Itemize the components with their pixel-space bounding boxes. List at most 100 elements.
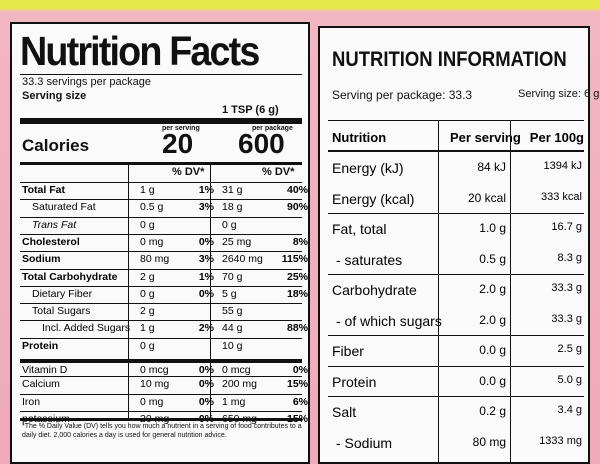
daily-value: 0% bbox=[198, 395, 214, 408]
per-serving: 20 kcal bbox=[467, 190, 506, 205]
nutrient-name: Salt bbox=[332, 404, 357, 420]
per-100g: 1394 kJ bbox=[543, 160, 582, 172]
nutrient-name: Vitamin D bbox=[22, 364, 68, 376]
amount: 0.5 g bbox=[140, 201, 164, 214]
nutrient-name: Incl. Added Sugars bbox=[42, 322, 131, 335]
nutrition-row: Protein 0.0 g 5.0 g bbox=[328, 368, 584, 396]
nutrition-row: - Sodium 80 mg 1333 mg bbox=[328, 429, 584, 457]
rule bbox=[328, 120, 584, 121]
nutrient-row: Trans Fat 0 g 0 g bbox=[20, 216, 302, 234]
rule bbox=[20, 162, 302, 165]
amount: 0 g bbox=[140, 218, 155, 231]
per-serving: 0.0 g bbox=[479, 343, 506, 357]
nutrient-name: Iron bbox=[22, 395, 41, 408]
column-rule bbox=[210, 165, 211, 418]
amount: 2 g bbox=[140, 270, 155, 283]
amount: 0 mcg bbox=[222, 364, 251, 376]
serving-size-label: Serving size bbox=[22, 90, 87, 102]
per-serving: 1.0 g bbox=[479, 221, 506, 235]
amount: 1 g bbox=[140, 184, 155, 196]
amount: 44 g bbox=[222, 322, 243, 335]
daily-value: 1% bbox=[198, 270, 214, 283]
rule bbox=[20, 74, 302, 75]
amount: 200 mg bbox=[222, 378, 258, 391]
title: NUTRITION INFORMATION bbox=[332, 48, 567, 71]
per-serving: 80 mg bbox=[472, 434, 506, 449]
nutrient-row: Total Carbohydrate 2 g 1% 70 g 25% bbox=[20, 268, 308, 286]
nutrient-name: Cholesterol bbox=[22, 235, 80, 248]
column-rule bbox=[510, 121, 511, 464]
per-serving: 84 kJ bbox=[477, 160, 506, 174]
column-rule bbox=[438, 121, 439, 464]
rule bbox=[20, 118, 302, 124]
column-header: Per 100g bbox=[529, 130, 584, 145]
rule bbox=[328, 150, 584, 152]
daily-value: 115% bbox=[281, 253, 308, 266]
nutrient-name: Total Fat bbox=[22, 184, 65, 196]
daily-value: 2% bbox=[198, 322, 214, 335]
per-100g: 5.0 g bbox=[557, 373, 582, 386]
servings: Serving per package: 33.3 bbox=[332, 88, 473, 102]
nutrient-name: Calcium bbox=[22, 378, 60, 391]
amount: 10 g bbox=[222, 339, 243, 352]
amount: 55 g bbox=[222, 305, 243, 318]
servings: 33.3 servings per package bbox=[22, 76, 152, 88]
daily-value: 1% bbox=[198, 184, 214, 196]
amount: 1 mg bbox=[222, 395, 246, 408]
daily-value: 90% bbox=[286, 201, 308, 214]
nutrient-row: Cholesterol 0 mg 0% 25 mg 8% bbox=[20, 233, 308, 251]
per-package-label: per package bbox=[252, 125, 293, 132]
rule bbox=[328, 274, 584, 275]
amount: 2640 mg bbox=[222, 253, 263, 266]
nutrition-row: Carbohydrate 2.0 g 33.3 g bbox=[328, 276, 584, 304]
amount: 70 g bbox=[222, 270, 243, 283]
amount: 10 mg bbox=[140, 378, 170, 391]
nutrient-row: Saturated Fat 0.5 g 3% 18 g 90% bbox=[20, 199, 308, 216]
amount: 0 mg bbox=[140, 395, 164, 408]
per-serving: 0.0 g bbox=[479, 373, 506, 388]
nutrition-row: - of which sugars 2.0 g 33.3 g bbox=[328, 307, 584, 335]
amount: 0 mg bbox=[140, 235, 164, 248]
amount: 18 g bbox=[222, 201, 243, 214]
dv-header: % DV* bbox=[172, 166, 205, 178]
per-100g: 8.3 g bbox=[557, 251, 582, 264]
nutrient-row: Protein 0 g 10 g bbox=[20, 337, 302, 355]
rule bbox=[328, 396, 584, 397]
amount: 0 g bbox=[140, 287, 155, 300]
per-100g: 1333 mg bbox=[539, 434, 582, 447]
column-header: Nutrition bbox=[332, 130, 387, 145]
nutrient-name: Protein bbox=[332, 373, 377, 390]
per-100g: 33.3 g bbox=[551, 282, 582, 294]
nutrient-name: Total Carbohydrate bbox=[22, 270, 118, 283]
nutrition-row: Fiber 0.0 g 2.5 g bbox=[328, 337, 584, 365]
nutrition-information-panel: NUTRITION INFORMATION Serving per packag… bbox=[318, 26, 599, 464]
daily-value: 3% bbox=[198, 253, 214, 266]
column-rule bbox=[128, 165, 129, 418]
per-serving: 0.2 g bbox=[479, 404, 506, 418]
daily-value: 88% bbox=[286, 322, 308, 335]
calories-serving: 20 bbox=[162, 128, 194, 159]
calories-package: 600 bbox=[238, 128, 285, 159]
nutrition-row: Fat, total 1.0 g 16.7 g bbox=[328, 215, 584, 243]
nutrient-name: Dietary Fiber bbox=[32, 287, 93, 300]
nutrient-name: Fat, total bbox=[332, 221, 387, 237]
nutrient-name: Protein bbox=[22, 339, 59, 352]
daily-value: 8% bbox=[292, 235, 308, 248]
dv-header: % DV* bbox=[262, 166, 295, 178]
calories-label: Calories bbox=[22, 136, 90, 155]
daily-value: 6% bbox=[292, 395, 308, 408]
serving-size: 1 TSP (6 g) bbox=[222, 104, 279, 116]
amount: 80 mg bbox=[140, 253, 170, 266]
daily-value: 0% bbox=[198, 287, 214, 300]
nutrition-facts-panel: Nutrition Facts 33.3 servings per packag… bbox=[10, 22, 310, 464]
rule bbox=[328, 365, 584, 367]
daily-value: 25% bbox=[286, 270, 308, 283]
daily-value: 0% bbox=[198, 378, 214, 391]
amount: 25 mg bbox=[222, 235, 252, 248]
per-100g: 16.7 g bbox=[551, 221, 582, 233]
nutrient-name: Total Sugars bbox=[32, 305, 91, 318]
column-header: Per serving bbox=[450, 130, 521, 145]
nutrient-row: Incl. Added Sugars 1 g 2% 44 g 88% bbox=[20, 320, 308, 337]
amount: 0 mcg bbox=[140, 364, 169, 376]
